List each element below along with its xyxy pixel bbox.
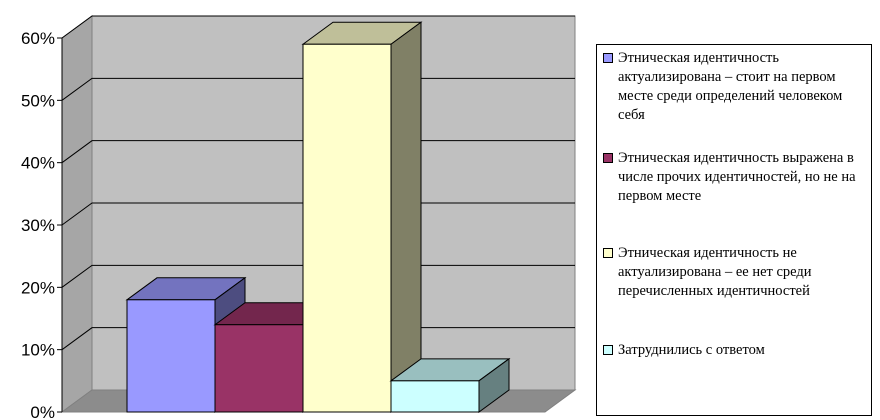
y-tick-label: 50%	[21, 91, 55, 110]
bar-side-3	[390, 21, 422, 413]
legend-label-1: Этническая идентичность актуализирована …	[618, 50, 843, 123]
y-tick-label: 0%	[30, 403, 55, 420]
bar-3	[301, 21, 423, 413]
bar-front-4	[390, 380, 480, 413]
bar-front-2	[214, 324, 304, 413]
plot-area: 0% 10% 20% 30% 40% 50% 60%	[21, 15, 577, 420]
legend-label-2: Этническая идентичность выражена в числе…	[618, 150, 856, 204]
legend-swatch-2	[603, 153, 613, 163]
y-axis: 0% 10% 20% 30% 40% 50% 60%	[21, 29, 63, 420]
legend-swatch-4	[603, 345, 613, 355]
y-tick-label: 40%	[21, 154, 55, 173]
y-tick-label: 30%	[21, 216, 55, 235]
legend-label-3: Этническая идентичность не актуализирова…	[618, 245, 812, 299]
legend-swatch-3	[603, 248, 613, 258]
bars	[125, 21, 511, 413]
y-tick-label: 60%	[21, 29, 55, 48]
legend-swatch-1	[603, 53, 613, 63]
legend-label-4: Затруднились с ответом	[618, 342, 765, 358]
y-tick-label: 10%	[21, 341, 55, 360]
bar-front-1	[126, 299, 216, 413]
gridline	[61, 15, 575, 39]
legend: Этническая идентичность актуализирована …	[596, 44, 872, 416]
bar-front-3	[302, 43, 392, 413]
y-tick-label: 20%	[21, 278, 55, 297]
bar-4	[389, 357, 511, 413]
